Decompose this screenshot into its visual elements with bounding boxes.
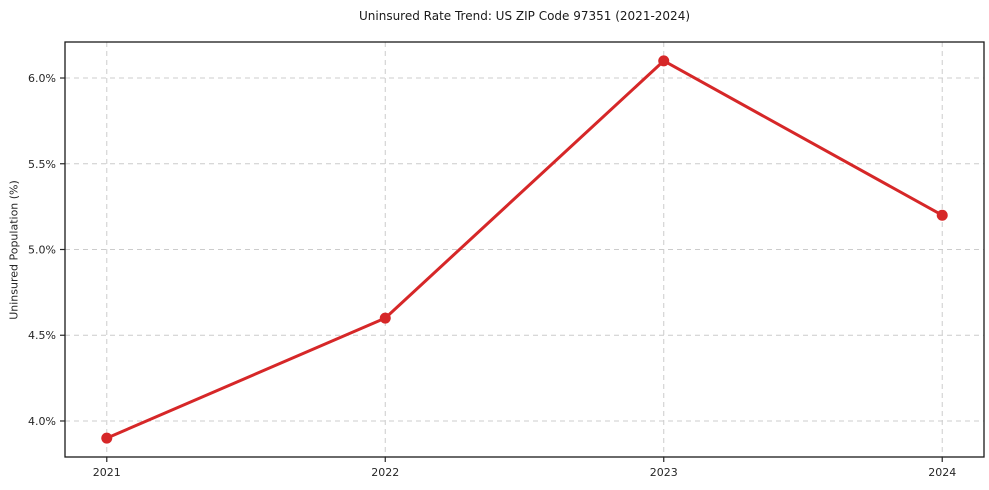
y-tick-label: 5.0% (28, 244, 56, 257)
y-tick-label: 5.5% (28, 158, 56, 171)
y-tick-label: 4.5% (28, 329, 56, 342)
data-line (105, 59, 944, 440)
data-point-marker (936, 209, 948, 221)
x-tick-label: 2021 (93, 466, 121, 479)
x-tick-label: 2022 (371, 466, 399, 479)
y-tick-label: 4.0% (28, 415, 56, 428)
data-point-marker (658, 55, 670, 67)
x-tick-label: 2023 (650, 466, 678, 479)
y-tick-label: 6.0% (28, 72, 56, 85)
data-point-marker (379, 312, 391, 324)
x-tick-label: 2024 (928, 466, 956, 479)
chart-title: Uninsured Rate Trend: US ZIP Code 97351 … (358, 9, 691, 23)
data-point-marker (101, 432, 113, 444)
